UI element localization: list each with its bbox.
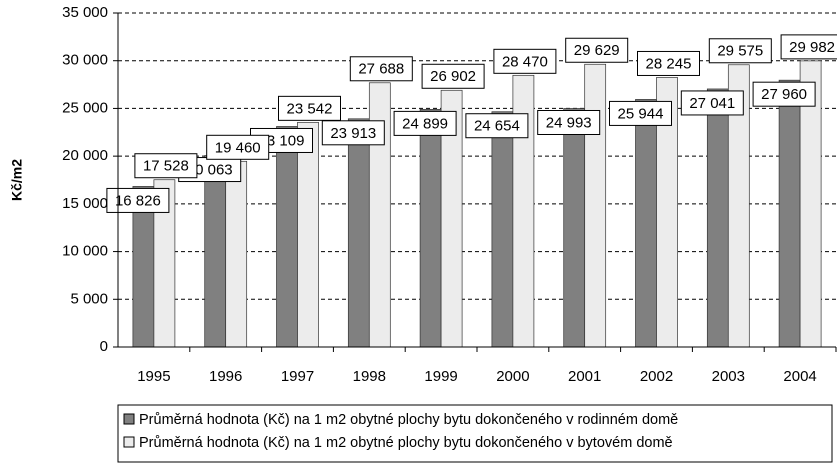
x-tick-label: 1998 — [353, 368, 386, 385]
y-tick-label: 5 000 — [70, 290, 108, 307]
legend-swatch — [123, 436, 135, 448]
y-tick-label: 0 — [100, 338, 108, 355]
data-label-box — [321, 120, 385, 146]
data-label: 26 902 — [430, 68, 476, 85]
x-tick-label: 1995 — [137, 368, 170, 385]
legend-label: Průměrná hodnota (Kč) na 1 m2 obytné plo… — [139, 412, 678, 428]
bar — [297, 121, 319, 348]
data-label-box — [278, 95, 341, 121]
data-label-box — [708, 38, 772, 64]
bar — [584, 63, 607, 348]
y-tick-label: 15 000 — [62, 195, 108, 212]
y-tick-label: 10 000 — [62, 243, 108, 260]
legend-box — [117, 404, 833, 463]
data-label-box — [206, 134, 270, 160]
bar — [635, 99, 657, 348]
data-label: 28 245 — [646, 55, 692, 72]
x-tick-label: 2002 — [640, 368, 673, 385]
bar — [347, 118, 370, 348]
y-tick-label: 35 000 — [62, 4, 108, 21]
x-tick-label: 1996 — [209, 368, 242, 385]
data-label-box — [609, 100, 672, 126]
y-tick-label: 30 000 — [62, 52, 108, 69]
data-label-box — [752, 81, 816, 107]
data-label: 23 542 — [287, 100, 333, 117]
x-tick-label: 2001 — [568, 368, 601, 385]
data-label: 27 960 — [761, 86, 807, 103]
legend-label: Průměrná hodnota (Kč) na 1 m2 obytné plo… — [139, 435, 673, 451]
data-label: 23 913 — [330, 125, 376, 142]
y-axis-label: Kč/m2 — [9, 159, 25, 201]
x-tick-label: 1999 — [424, 368, 457, 385]
bar — [419, 109, 442, 348]
x-tick-label: 2003 — [712, 368, 745, 385]
data-label-box — [780, 34, 837, 60]
data-label-box — [349, 56, 413, 82]
legend-swatch — [123, 413, 135, 425]
data-label-box — [637, 50, 700, 76]
data-label: 17 528 — [143, 158, 189, 175]
data-label-box — [537, 109, 601, 135]
data-label: 29 629 — [574, 42, 620, 59]
data-label: 28 470 — [502, 53, 548, 70]
data-label-box — [134, 153, 198, 179]
bar — [276, 126, 298, 348]
data-label-box — [106, 187, 170, 213]
bar — [563, 108, 586, 348]
data-label: 27 688 — [358, 61, 404, 78]
data-label-box — [465, 113, 529, 139]
data-label: 29 982 — [789, 39, 835, 56]
data-label-box — [493, 48, 557, 74]
data-label: 29 575 — [717, 43, 763, 60]
data-label: 24 654 — [474, 118, 520, 135]
data-label: 23 109 — [259, 132, 305, 149]
data-label: 19 460 — [215, 139, 261, 156]
y-tick-label: 25 000 — [62, 99, 108, 116]
data-label-box — [421, 63, 485, 89]
y-tick-label: 20 000 — [62, 147, 108, 164]
data-label: 25 944 — [618, 105, 664, 122]
bar — [225, 160, 248, 348]
bar — [778, 79, 801, 348]
x-tick-label: 2000 — [496, 368, 529, 385]
data-label: 24 993 — [546, 114, 592, 131]
bar — [204, 155, 227, 348]
data-label: 27 041 — [689, 95, 735, 112]
data-label: 16 826 — [115, 192, 161, 209]
bar — [491, 111, 514, 348]
x-tick-label: 2004 — [783, 368, 816, 385]
data-label-box — [680, 90, 744, 116]
bar — [706, 88, 729, 348]
data-label: 20 063 — [187, 162, 233, 179]
data-label-box — [565, 37, 629, 63]
x-tick-label: 1997 — [281, 368, 314, 385]
data-label-box — [393, 110, 457, 136]
data-label: 24 899 — [402, 115, 448, 132]
